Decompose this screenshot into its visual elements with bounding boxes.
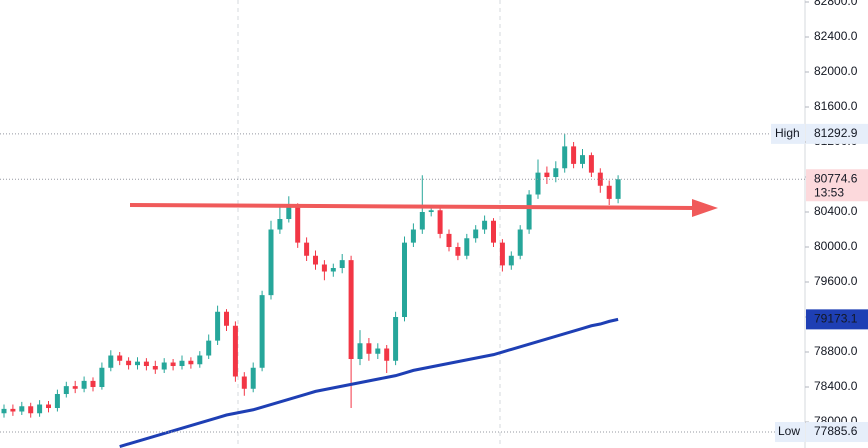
y-tick-label: 81600.0 bbox=[814, 99, 858, 113]
candle-body bbox=[384, 348, 390, 361]
ma-value: 79173.1 bbox=[814, 312, 858, 326]
last-price-badge bbox=[806, 169, 868, 202]
candle-body bbox=[19, 406, 25, 412]
candle-body bbox=[428, 210, 434, 213]
candle-body bbox=[544, 172, 550, 178]
high-value-badge bbox=[806, 123, 868, 144]
candle-body bbox=[410, 229, 416, 243]
candle-body bbox=[188, 360, 194, 365]
candle-body bbox=[10, 408, 16, 412]
last-price-value: 80774.6 bbox=[814, 171, 858, 185]
y-tick-label: 82000.0 bbox=[814, 64, 858, 78]
candle-body bbox=[135, 361, 140, 366]
y-tick-label: 80000.0 bbox=[814, 239, 858, 253]
candle-body bbox=[206, 340, 212, 356]
candle-body bbox=[37, 404, 43, 414]
candle-body bbox=[339, 260, 345, 269]
candle-body bbox=[241, 376, 247, 389]
candle-body bbox=[179, 360, 185, 367]
candle-body bbox=[268, 229, 274, 296]
candle-body bbox=[108, 355, 114, 368]
candle-body bbox=[508, 255, 514, 266]
candle-body bbox=[393, 317, 399, 361]
trend-arrow bbox=[129, 199, 718, 217]
candle-body bbox=[313, 255, 318, 265]
candle-body bbox=[126, 360, 132, 366]
candle-body bbox=[161, 362, 167, 370]
candle-body bbox=[215, 311, 221, 341]
candle-body bbox=[437, 210, 443, 234]
candle-body bbox=[588, 155, 594, 173]
candle-body bbox=[348, 260, 354, 360]
moving-average-line bbox=[119, 317, 619, 448]
high-badge bbox=[771, 123, 805, 144]
candle-body bbox=[90, 380, 96, 388]
low-badge-label: Low bbox=[778, 424, 800, 438]
candle-body bbox=[63, 386, 69, 395]
candle-body bbox=[375, 348, 381, 354]
candle-body bbox=[197, 355, 203, 365]
candle-body bbox=[464, 238, 470, 256]
candle-body bbox=[99, 367, 105, 388]
low-value-badge bbox=[806, 422, 868, 443]
y-tick-label: 79600.0 bbox=[814, 274, 858, 288]
candle-body bbox=[72, 386, 78, 389]
candle-body bbox=[81, 380, 87, 389]
candle-body bbox=[499, 242, 505, 266]
candle-body bbox=[526, 194, 532, 230]
high-value: 81292.9 bbox=[814, 126, 858, 140]
ma-value-badge bbox=[806, 309, 868, 330]
candle-body bbox=[250, 367, 256, 389]
y-tick-label: 80400.0 bbox=[814, 204, 858, 218]
candle-body bbox=[455, 247, 461, 256]
candle-body bbox=[446, 233, 452, 248]
candle-body bbox=[170, 362, 176, 367]
candle-body bbox=[366, 343, 372, 354]
candle-body bbox=[259, 295, 265, 368]
candle-body bbox=[491, 220, 496, 243]
candle-body bbox=[304, 242, 310, 256]
last-price-countdown: 13:53 bbox=[814, 185, 844, 199]
candle-body bbox=[117, 355, 123, 361]
candle-body bbox=[580, 155, 585, 164]
candle-body bbox=[286, 206, 292, 220]
candle-body bbox=[553, 168, 559, 178]
candle-body bbox=[402, 242, 407, 318]
y-tick-label: 82400.0 bbox=[814, 29, 858, 43]
candle-body bbox=[295, 206, 301, 243]
y-tick-label: 78400.0 bbox=[814, 379, 858, 393]
arrow-head bbox=[692, 199, 718, 217]
candle-body bbox=[277, 219, 283, 230]
candle-body bbox=[232, 325, 238, 377]
candle-body bbox=[517, 229, 523, 256]
candle-body bbox=[535, 172, 541, 195]
candle-body bbox=[46, 404, 51, 409]
candle-body bbox=[54, 394, 60, 409]
candle-body bbox=[615, 179, 621, 199]
candle-body bbox=[419, 212, 425, 230]
candle-body bbox=[143, 361, 149, 367]
candle-body bbox=[606, 185, 612, 199]
candle-body bbox=[330, 268, 336, 272]
candle-body bbox=[562, 146, 568, 169]
candle-body bbox=[571, 146, 577, 164]
candle-body bbox=[482, 220, 488, 230]
y-tick-label: 82800.0 bbox=[814, 0, 858, 8]
low-badge bbox=[775, 422, 805, 443]
candle-body bbox=[357, 343, 363, 360]
low-value: 77885.6 bbox=[814, 424, 858, 438]
candle-body bbox=[1, 408, 7, 414]
candle-body bbox=[28, 406, 34, 414]
arrow-shaft bbox=[129, 203, 696, 210]
y-tick-label: 78800.0 bbox=[814, 344, 858, 358]
high-badge-label: High bbox=[775, 126, 800, 140]
candle-body bbox=[152, 366, 158, 370]
candle-body bbox=[224, 311, 229, 326]
candle-body bbox=[321, 264, 327, 272]
candle-body bbox=[473, 229, 479, 239]
